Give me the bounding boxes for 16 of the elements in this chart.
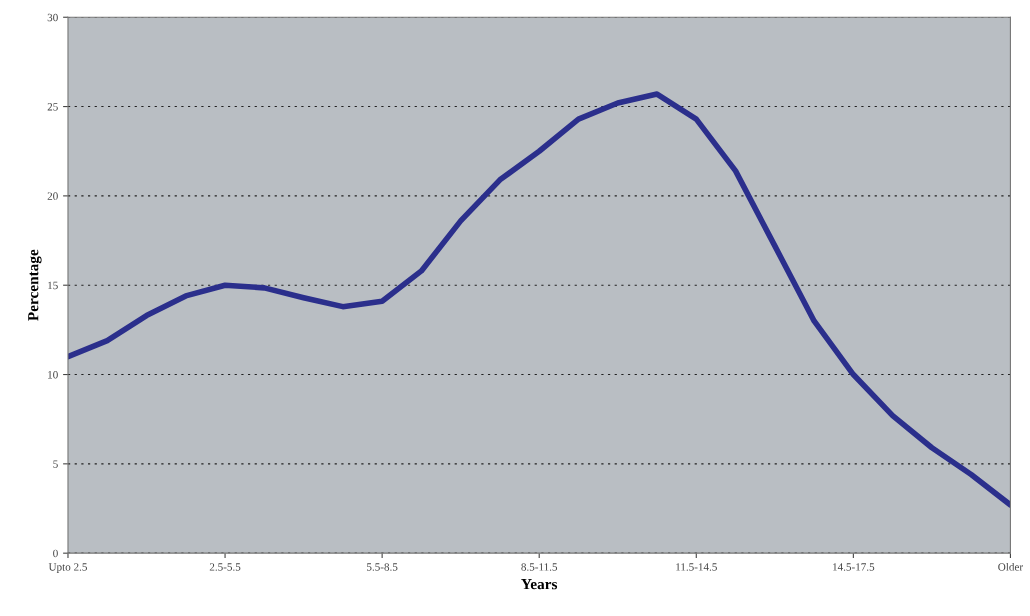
x-tick-label: Older bbox=[998, 562, 1023, 571]
y-tick-label: 20 bbox=[47, 192, 58, 200]
y-axis-title: Percentage bbox=[28, 249, 42, 321]
y-tick-label: 0 bbox=[53, 549, 58, 558]
y-tick-label: 25 bbox=[47, 103, 58, 111]
x-tick-label: 8.5-11.5 bbox=[521, 563, 558, 571]
x-tick-label: 14.5-17.5 bbox=[833, 563, 875, 571]
x-tick-label: 11.5-14.5 bbox=[676, 563, 717, 571]
x-axis-title: Years bbox=[521, 579, 558, 590]
y-tick-label: 15 bbox=[48, 281, 58, 290]
y-tick-label: 10 bbox=[48, 370, 58, 379]
x-tick-label: 2.5-5.5 bbox=[209, 563, 241, 571]
x-tick-label: Upto 2.5 bbox=[48, 563, 87, 573]
y-tick-label: 5 bbox=[53, 460, 58, 468]
y-tick-label: 30 bbox=[47, 13, 58, 22]
x-tick-label: 5.5-8.5 bbox=[367, 563, 398, 571]
